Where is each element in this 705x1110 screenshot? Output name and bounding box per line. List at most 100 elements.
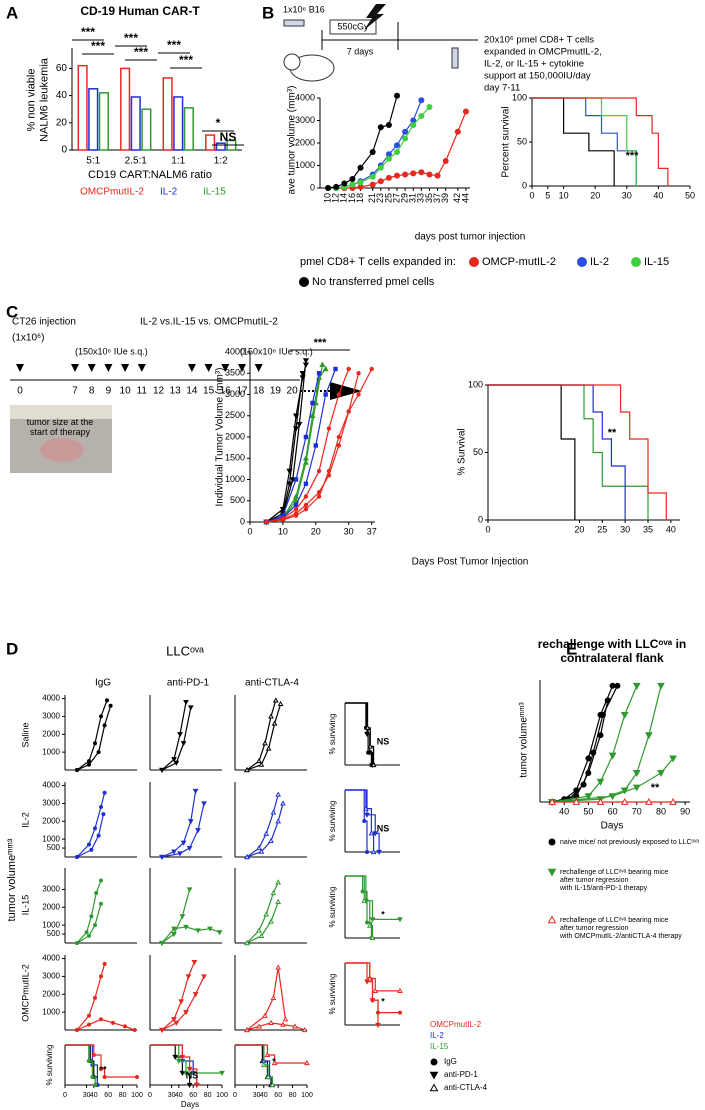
marker xyxy=(244,766,250,773)
marker xyxy=(86,1059,91,1063)
marker xyxy=(454,128,461,135)
y-axis-label: % non viableNALM6 leukemia xyxy=(26,57,51,142)
injection-marker xyxy=(187,364,196,372)
marker xyxy=(293,477,299,482)
marker xyxy=(410,170,417,177)
survival-curve xyxy=(345,789,380,852)
x-tick-label: 60 xyxy=(104,1092,112,1099)
x-tick-label: 0 xyxy=(148,1092,152,1099)
bar xyxy=(120,67,131,151)
legend-label: rechallenge of LLCᵒᵛᵃ bearing mice after … xyxy=(559,917,682,940)
marker xyxy=(90,1075,95,1079)
marker xyxy=(280,517,286,522)
series-line xyxy=(76,880,102,944)
marker xyxy=(346,366,351,372)
marker xyxy=(418,169,425,176)
x-tick-label: 30 xyxy=(168,1092,176,1099)
chart-title: rechallenge with LLCᵒᵛᵃ in contralateral … xyxy=(538,637,687,665)
d-title: LLCᵒᵛᵃ xyxy=(166,643,204,658)
marker xyxy=(93,995,97,1000)
y-tick-label: 2000 xyxy=(42,816,60,825)
marker xyxy=(265,1073,271,1080)
survival-curve xyxy=(235,1044,307,1064)
marker xyxy=(310,400,315,406)
x-tick-label: 40 xyxy=(653,190,663,200)
column-header: IgG xyxy=(95,678,111,689)
irradiation-box xyxy=(329,19,377,35)
y-tick-label: 3000 xyxy=(42,885,60,894)
marker xyxy=(301,1026,308,1033)
marker xyxy=(263,830,270,836)
y-tick-label: 1500 xyxy=(225,453,245,463)
x-axis-label: days post tumor injection xyxy=(415,232,526,243)
marker xyxy=(402,171,409,178)
marker xyxy=(96,750,101,755)
marker xyxy=(303,507,309,512)
marker xyxy=(99,974,103,979)
x-tick-label: 20 xyxy=(311,526,321,536)
series-line xyxy=(161,976,205,1031)
marker xyxy=(669,755,677,763)
mouse-label: 1x10⁶ B16 xyxy=(283,4,325,14)
marker xyxy=(376,849,382,856)
marker xyxy=(75,768,79,772)
marker xyxy=(364,731,370,738)
marker xyxy=(94,891,99,895)
bar xyxy=(130,96,141,151)
series-line xyxy=(161,702,187,771)
series-line xyxy=(76,1018,135,1031)
survival-curve xyxy=(488,384,649,520)
marker xyxy=(597,732,604,739)
marker xyxy=(159,940,165,947)
ruler xyxy=(10,405,112,419)
y-tick-label: 20 xyxy=(56,117,68,128)
marker xyxy=(173,760,180,766)
marker xyxy=(367,743,374,749)
marker xyxy=(192,788,199,794)
marker xyxy=(584,793,593,801)
series-line xyxy=(266,373,320,523)
marker xyxy=(645,797,653,805)
marker xyxy=(275,818,282,824)
column-header: anti-CTLA-4 xyxy=(245,678,299,689)
marker xyxy=(394,149,401,155)
interval: 7 days xyxy=(347,46,374,56)
marker xyxy=(357,179,364,186)
row-label: OMCPmutIL-2 xyxy=(20,964,30,1022)
y-tick-label: 4000 xyxy=(225,346,245,356)
marker xyxy=(256,758,262,764)
x-tick-label: 30 xyxy=(253,1092,261,1099)
marker xyxy=(159,854,165,861)
marker xyxy=(364,812,370,818)
marker xyxy=(256,1023,262,1029)
marker xyxy=(369,998,376,1004)
marker xyxy=(99,878,103,883)
marker xyxy=(84,930,89,935)
marker xyxy=(183,924,189,930)
x-tick-label: 2.5:1 xyxy=(125,156,148,167)
marker xyxy=(268,713,274,719)
marker xyxy=(349,176,356,182)
x-tick-label: 27 xyxy=(391,193,401,203)
marker xyxy=(385,151,392,158)
marker xyxy=(632,682,641,690)
transfer-text: IL-2, or IL-15 + cytokine xyxy=(484,59,584,70)
x-tick-label: 31 xyxy=(408,193,418,203)
injection-label: CT26 injection xyxy=(12,317,76,328)
marker xyxy=(426,104,433,110)
annotation: ** xyxy=(651,782,660,794)
marker xyxy=(244,853,250,860)
x-tick-label: 30 xyxy=(622,190,632,200)
series-line xyxy=(552,685,638,803)
marker xyxy=(614,682,621,689)
y-axis-label: % surviving xyxy=(328,974,337,1015)
marker xyxy=(657,770,665,777)
syringe xyxy=(283,19,305,27)
marker xyxy=(186,887,193,893)
marker xyxy=(270,889,277,896)
timeline-day: 15 xyxy=(203,386,215,397)
marker xyxy=(171,757,177,763)
transfer-text: day 7-11 xyxy=(484,83,520,94)
marker xyxy=(269,1081,276,1088)
